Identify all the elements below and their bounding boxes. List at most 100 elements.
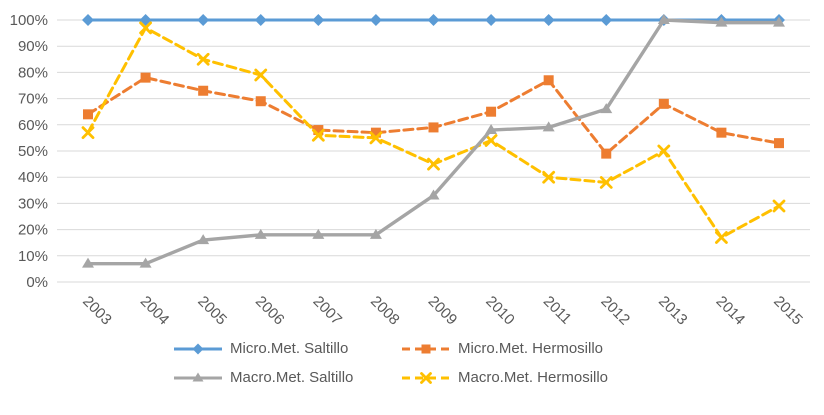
square-marker xyxy=(658,98,669,109)
triangle-marker xyxy=(254,228,267,239)
x-tick-label: 2007 xyxy=(310,293,346,329)
diamond-marker xyxy=(427,14,440,26)
x-tick-label: 2013 xyxy=(655,293,691,329)
square-marker xyxy=(716,127,727,138)
y-tick-label: 60% xyxy=(18,117,48,134)
series-macro-met-saltillo xyxy=(82,14,785,268)
y-axis-tick-labels: 0% 10% 20% 30% 40% 50% 60% 70% 80% 90% 100% xyxy=(10,12,48,291)
x-tick-label: 2004 xyxy=(137,293,173,329)
triangle-marker xyxy=(773,16,785,27)
square-marker xyxy=(601,148,612,159)
x-marker xyxy=(484,134,498,147)
diamond-marker xyxy=(254,14,267,26)
square-marker xyxy=(370,127,381,138)
x-marker xyxy=(772,199,786,213)
series-line-macro-met-hermosillo xyxy=(86,26,781,239)
triangle-marker xyxy=(600,103,613,114)
x-tick-label: 2014 xyxy=(713,293,749,329)
diamond-marker xyxy=(197,14,210,26)
x-legend-sample-icon xyxy=(402,371,450,384)
square-marker xyxy=(198,85,209,96)
x-marker xyxy=(196,52,210,66)
triangle-marker xyxy=(657,14,670,24)
x-tick-label: 2006 xyxy=(252,293,288,329)
square-legend-sample-icon xyxy=(402,344,450,353)
triangle-marker xyxy=(197,234,210,245)
square-marker xyxy=(486,106,497,117)
x-marker xyxy=(254,68,268,82)
gridlines xyxy=(57,19,810,283)
y-tick-label: 50% xyxy=(18,143,48,160)
diamond-marker xyxy=(312,14,325,26)
square-marker xyxy=(83,109,93,120)
y-tick-label: 70% xyxy=(18,91,48,108)
x-marker xyxy=(599,176,613,189)
y-tick-label: 30% xyxy=(18,195,48,212)
y-tick-label: 20% xyxy=(18,222,48,239)
y-tick-label: 40% xyxy=(18,169,48,186)
x-axis-tick-labels: 2003 2004 2005 2006 2007 2008 2009 2010 2011 2012… xyxy=(79,293,806,329)
triangle-marker xyxy=(715,16,728,27)
y-tick-label: 10% xyxy=(18,248,48,265)
triangle-marker xyxy=(485,124,498,135)
triangle-marker xyxy=(312,228,325,239)
y-tick-label: 90% xyxy=(18,38,48,55)
x-marker xyxy=(427,157,440,171)
x-marker xyxy=(542,170,556,184)
triangle-marker xyxy=(369,228,382,239)
y-tick-label: 80% xyxy=(18,64,48,81)
diamond-legend-sample-icon xyxy=(174,343,222,354)
legend-label: Micro.Met. Saltillo xyxy=(230,340,349,357)
diamond-marker xyxy=(542,14,555,26)
triangle-marker xyxy=(139,257,152,268)
legend-item-micro-met-saltillo: Micro.Met. Saltillo xyxy=(173,340,401,357)
series-line-macro-met-saltillo xyxy=(86,18,781,266)
square-marker xyxy=(543,75,554,86)
x-tick-label: 2009 xyxy=(425,293,461,329)
triangle-marker xyxy=(192,372,204,381)
x-tick-label: 2012 xyxy=(597,293,633,329)
y-tick-label: 0% xyxy=(26,274,48,291)
y-tick-label: 100% xyxy=(10,12,48,29)
square-marker xyxy=(313,125,324,136)
x-marker xyxy=(369,131,383,145)
x-marker xyxy=(311,128,325,142)
x-tick-label: 2015 xyxy=(770,293,806,329)
x-marker xyxy=(657,144,671,158)
x-tick-label: 2011 xyxy=(540,293,575,328)
x-tick-label: 2008 xyxy=(367,293,403,329)
legend-label: Macro.Met. Saltillo xyxy=(230,369,354,386)
triangle-legend-sample-icon xyxy=(174,372,222,381)
triangle-marker xyxy=(427,189,440,200)
line-chart-plot: 0%10%20%30%40%50%60%70%80%90%100%2003 200… xyxy=(10,12,810,329)
square-marker xyxy=(140,72,151,83)
legend-item-macro-met-hermosillo: Macro.Met. Hermosillo xyxy=(401,369,651,386)
square-marker xyxy=(421,344,431,353)
triangle-marker xyxy=(82,257,94,268)
series-micro-met-hermosillo xyxy=(83,72,784,159)
diamond-marker xyxy=(192,343,204,354)
chart-legend: Micro.Met. Saltillo Micro.Met. Hermosillo… xyxy=(173,340,651,386)
square-marker xyxy=(774,138,784,149)
x-marker xyxy=(420,371,432,384)
legend-item-macro-met-saltillo: Macro.Met. Saltillo xyxy=(173,369,401,386)
x-tick-label: 2003 xyxy=(79,293,115,329)
square-marker xyxy=(428,122,439,133)
diamond-marker xyxy=(600,14,613,26)
series-line-micro-met-hermosillo xyxy=(86,76,781,156)
diamond-marker xyxy=(485,14,498,26)
square-marker xyxy=(255,96,266,107)
diamond-marker xyxy=(369,14,382,26)
x-marker xyxy=(81,126,95,140)
x-marker xyxy=(139,21,152,35)
x-marker xyxy=(715,231,728,244)
legend-label: Macro.Met. Hermosillo xyxy=(458,369,609,386)
x-tick-label: 2005 xyxy=(194,293,230,329)
series-macro-met-hermosillo xyxy=(81,21,786,244)
triangle-marker xyxy=(542,121,555,132)
x-tick-label: 2010 xyxy=(482,293,518,329)
legend-item-micro-met-hermosillo: Micro.Met. Hermosillo xyxy=(401,340,651,357)
diamond-marker xyxy=(82,14,94,26)
legend-label: Micro.Met. Hermosillo xyxy=(458,340,604,357)
